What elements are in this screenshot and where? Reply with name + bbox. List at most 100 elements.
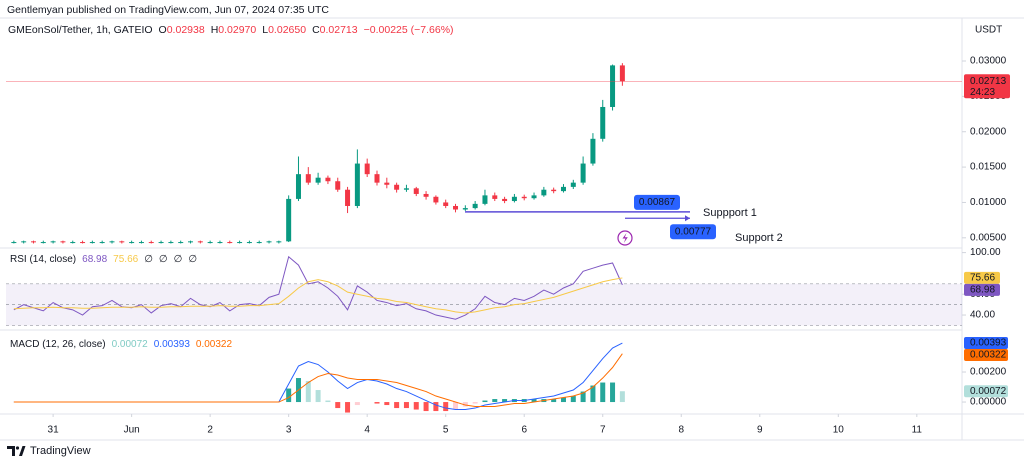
- candle-body: [129, 242, 135, 244]
- candle-body: [354, 163, 360, 206]
- candle-body: [148, 242, 154, 244]
- symbol: GMEonSol/Tether, 1h, GATEIO: [8, 24, 153, 36]
- legend-value: 0.02650: [268, 24, 306, 36]
- logo-dot: [15, 446, 20, 450]
- x-tick-label: 10: [833, 425, 845, 436]
- candle-body: [21, 241, 27, 243]
- indicator-value-box: [964, 271, 1000, 284]
- candle-body: [266, 241, 272, 243]
- candle-body: [521, 196, 527, 199]
- candle-body: [551, 189, 557, 192]
- histogram-bar: [570, 396, 576, 403]
- legend-key: H: [211, 24, 219, 36]
- price-tag-box: [670, 224, 716, 240]
- indicator-value: 0.00322: [970, 350, 1007, 361]
- x-tick-label: 11: [912, 425, 923, 436]
- price-tag: 0.00777: [675, 226, 712, 237]
- event-icon[interactable]: [617, 230, 633, 246]
- candle-body: [443, 202, 449, 206]
- candle-body: [188, 241, 194, 243]
- symbol-legend: GMEonSol/Tether, 1h, GATEIO O0.02938 H0.02…: [8, 24, 454, 36]
- candle-body: [394, 184, 400, 190]
- candle-body: [70, 242, 76, 244]
- legend-extra: ∅: [144, 254, 153, 265]
- x-tick-label: 5: [443, 425, 449, 436]
- candle-body: [109, 241, 115, 243]
- candle-body: [168, 242, 174, 244]
- candle-body: [227, 242, 233, 244]
- candle-body: [40, 242, 46, 244]
- legend-value: 0.00393: [154, 339, 191, 350]
- y-tick-label: 0.01000: [970, 197, 1007, 208]
- histogram-bar: [610, 382, 616, 403]
- arrow-head: [685, 215, 690, 222]
- candle-body: [315, 177, 321, 183]
- indicator-value: 0.00072: [970, 386, 1007, 397]
- indicator-value: 0.00393: [970, 338, 1007, 349]
- candle-body: [511, 196, 517, 202]
- histogram-bar: [335, 402, 341, 409]
- candle-body: [138, 242, 144, 244]
- candle-body: [560, 186, 566, 192]
- indicator-value-box: [964, 283, 1000, 296]
- y-tick-label: 100.00: [970, 247, 1001, 258]
- indicator-line: [13, 353, 623, 408]
- logo-shape: [19, 446, 26, 456]
- histogram-bar: [531, 399, 537, 403]
- candle-body: [462, 208, 468, 210]
- candle-body: [374, 174, 380, 183]
- x-tick-label: 2: [207, 425, 213, 436]
- histogram-bar: [443, 402, 449, 412]
- candle-body: [472, 203, 478, 209]
- candle-body: [30, 241, 36, 243]
- candle-body: [403, 188, 409, 190]
- candle-body: [413, 188, 419, 194]
- y-tick-label: 0.02000: [970, 126, 1007, 137]
- indicator-title: MACD (12, 26, close): [10, 339, 106, 350]
- histogram-bar: [354, 402, 360, 406]
- histogram-bar: [619, 391, 625, 403]
- candle-body: [433, 196, 439, 203]
- candle-body: [580, 163, 586, 183]
- indicator-legend: MACD (12, 26, close) 0.00072 0.00393 0.0032…: [10, 339, 232, 350]
- legend-change: −0.00225 (−7.66%): [364, 24, 454, 36]
- brand-logo: [7, 446, 26, 456]
- histogram-bar: [482, 400, 488, 403]
- price-tag-box: [634, 194, 680, 210]
- legend-value: 0.02970: [218, 24, 256, 36]
- y-tick-label: 40.00: [970, 310, 995, 321]
- histogram-bar: [433, 402, 439, 412]
- candle-body: [99, 242, 105, 244]
- currency: USDT: [975, 25, 1002, 36]
- candle-body: [610, 65, 616, 107]
- last-price-box: [964, 74, 1010, 99]
- histogram-bar: [453, 402, 459, 410]
- candle-body: [384, 182, 390, 185]
- legend-value: 0.00072: [112, 339, 149, 350]
- histogram-bar: [374, 402, 380, 404]
- y-tick-label: 0.03000: [970, 56, 1007, 67]
- legend-value: 68.98: [82, 254, 107, 265]
- legend-value: 0.02938: [167, 24, 205, 36]
- legend-extra: ∅: [188, 254, 197, 265]
- histogram-bar: [502, 399, 508, 403]
- x-tick-label: Jun: [124, 425, 140, 436]
- histogram-bar: [345, 402, 351, 413]
- x-tick-label: 8: [678, 425, 684, 436]
- annotation-label: Support 2: [735, 232, 783, 244]
- histogram-bar: [394, 402, 400, 409]
- histogram-bar: [413, 402, 419, 410]
- candle-body: [590, 138, 596, 164]
- histogram-bar: [403, 402, 409, 409]
- candle-body: [217, 242, 223, 244]
- histogram-bar: [560, 397, 566, 403]
- price-tag: 0.00867: [639, 197, 676, 208]
- candle-body: [158, 242, 164, 244]
- histogram-bar: [580, 391, 586, 403]
- histogram-bar: [286, 388, 292, 403]
- last-price: 0.02713: [970, 76, 1007, 87]
- candle-body: [295, 174, 301, 199]
- indicator-value-box: [964, 349, 1008, 362]
